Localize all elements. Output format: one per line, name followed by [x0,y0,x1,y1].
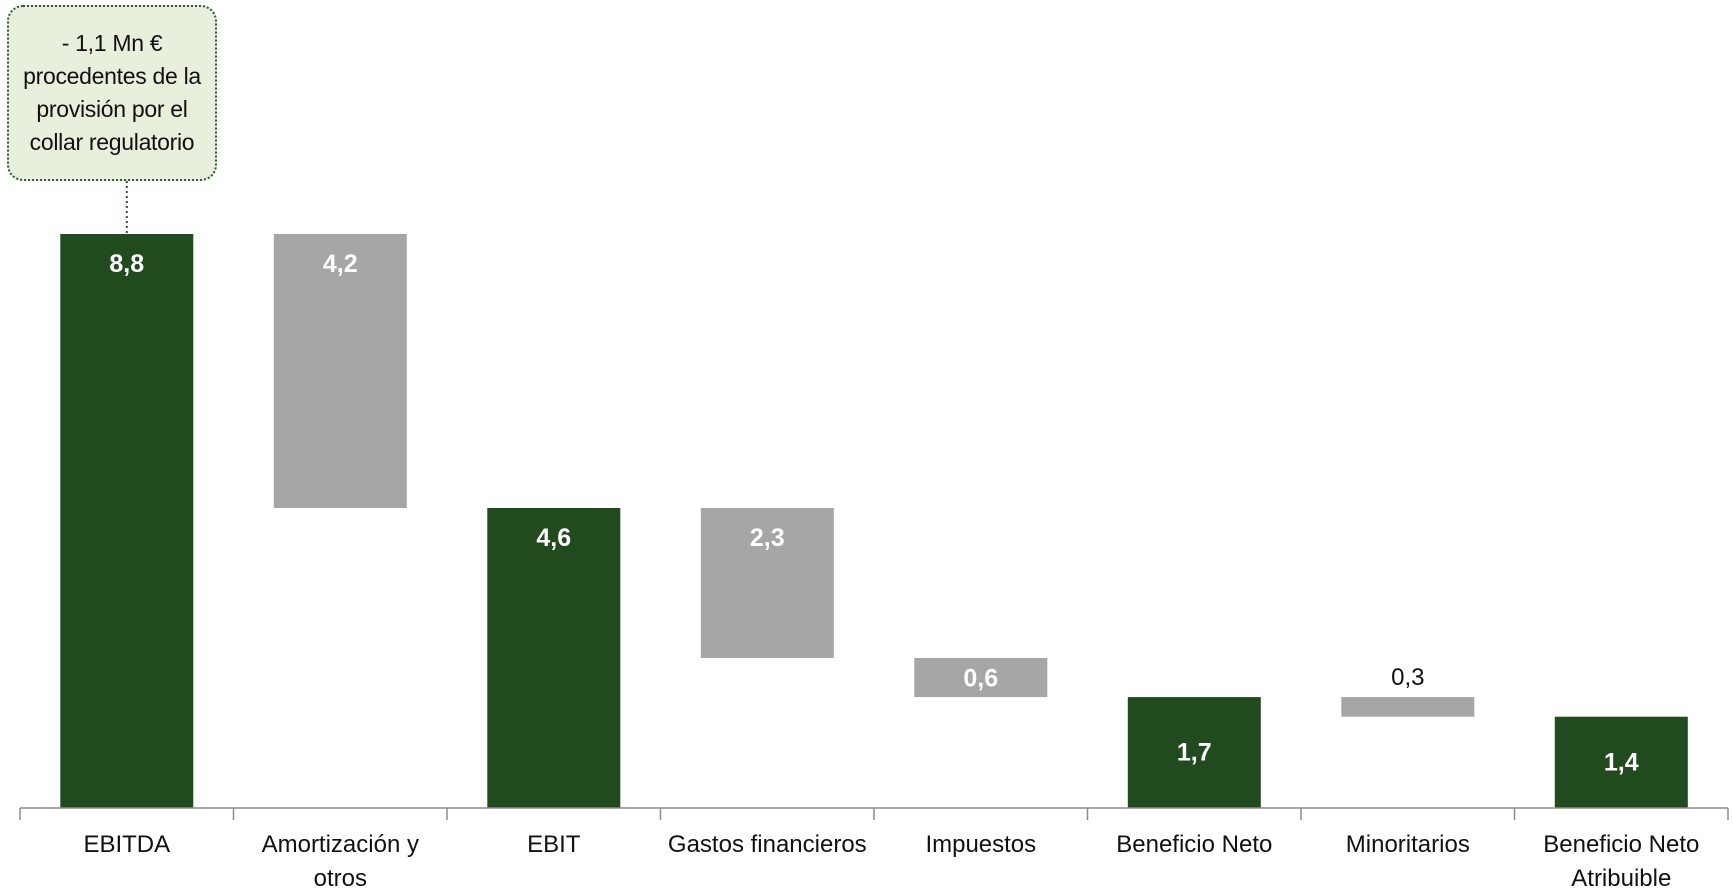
bar-beneficio-neto-atribuible [1554,716,1688,808]
x-tick-label-gastos-financieros: Gastos financieros [668,831,867,858]
data-label-minoritarios: 0,3 [1391,664,1424,691]
bars-layer [60,234,1688,808]
x-tick-label-beneficio-neto-atribuible-line1: Beneficio Neto [1543,831,1699,858]
x-tick-label-minoritarios: Minoritarios [1346,831,1470,858]
data-labels-layer: 8,8 4,2 4,6 2,3 0,6 1,7 0,3 1,4 [109,250,1638,776]
bar-amortizacion-y-otros [273,234,407,508]
x-tick-label-amortizacion-y-otros-line2: otros [314,865,367,892]
annotation-callout: - 1,1 Mn € procedentes de la provisión p… [7,5,217,181]
x-tick-label-amortizacion-y-otros-line1: Amortización y [262,831,419,858]
bar-ebitda [60,234,194,808]
x-tick-label-ebit: EBIT [527,831,581,858]
data-label-beneficio-neto: 1,7 [1177,739,1212,767]
data-label-amortizacion-y-otros: 4,2 [323,250,358,278]
data-label-gastos-financieros: 2,3 [750,524,785,552]
bar-impuestos [914,658,1048,698]
bar-minoritarios [1341,697,1475,717]
x-tick-label-beneficio-neto: Beneficio Neto [1116,831,1272,858]
data-label-ebitda: 8,8 [109,250,144,278]
x-tick-label-beneficio-neto-atribuible-line2: Atribuible [1571,865,1671,892]
x-tick-label-ebitda: EBITDA [83,831,170,858]
bar-ebit [487,508,621,808]
bar-beneficio-neto [1127,697,1261,808]
x-axis: EBITDA Amortización y otros EBIT Gastos fina… [19,807,1729,892]
data-label-impuestos: 0,6 [963,665,998,693]
x-tick-label-impuestos: Impuestos [925,831,1036,858]
data-label-ebit: 4,6 [536,524,571,552]
bar-gastos-financieros [700,508,834,658]
data-label-beneficio-neto-atribuible: 1,4 [1604,748,1639,776]
